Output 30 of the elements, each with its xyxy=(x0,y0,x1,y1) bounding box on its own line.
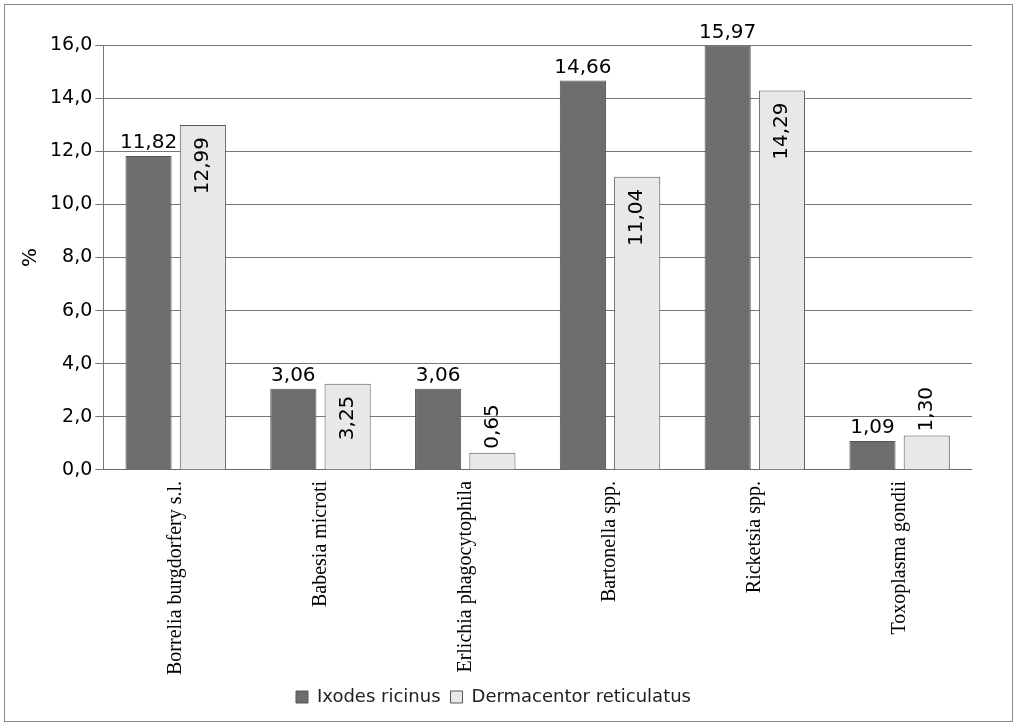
data-label: 14,66 xyxy=(554,53,612,78)
data-label: 3,06 xyxy=(415,361,461,386)
y-tick-label: 6,0 xyxy=(62,297,93,320)
data-label: 14,29 xyxy=(768,102,793,160)
x-tick-label: Babesia microti xyxy=(307,480,330,608)
legend-label: Dermacentor reticulatus xyxy=(471,684,691,706)
x-tick-label: Ricketsia spp. xyxy=(742,480,766,594)
data-label: 11,82 xyxy=(119,129,178,154)
data-label: 1,09 xyxy=(850,414,895,439)
legend-label: Ixodes ricinus xyxy=(317,684,441,706)
data-label: 3,25 xyxy=(333,395,358,441)
x-tick-label: Toxoplasma gondii xyxy=(886,480,910,635)
y-tick-label: 2,0 xyxy=(62,403,93,426)
data-label: 1,30 xyxy=(912,386,937,432)
y-tick-label: 14,0 xyxy=(49,85,93,108)
y-tick-label: 16,0 xyxy=(49,31,93,54)
data-label: 0,65 xyxy=(478,404,503,449)
y-tick-label: 0,0 xyxy=(62,456,93,479)
data-label: 3,06 xyxy=(271,361,316,386)
y-axis-title: % xyxy=(17,247,42,267)
x-tick-label: Erlichia phagocytophila xyxy=(452,480,476,673)
data-label: 11,04 xyxy=(623,188,648,247)
y-tick-label: 10,0 xyxy=(49,191,93,214)
y-tick-label: 12,0 xyxy=(49,138,93,161)
x-tick-label: Borrelia burgdorfery s.l. xyxy=(162,480,186,676)
y-tick-label: 4,0 xyxy=(62,350,93,373)
x-tick-label: Bartonella spp. xyxy=(597,480,621,603)
data-label: 12,99 xyxy=(189,136,214,195)
y-tick-label: 8,0 xyxy=(62,244,93,267)
data-label: 15,97 xyxy=(699,19,757,43)
